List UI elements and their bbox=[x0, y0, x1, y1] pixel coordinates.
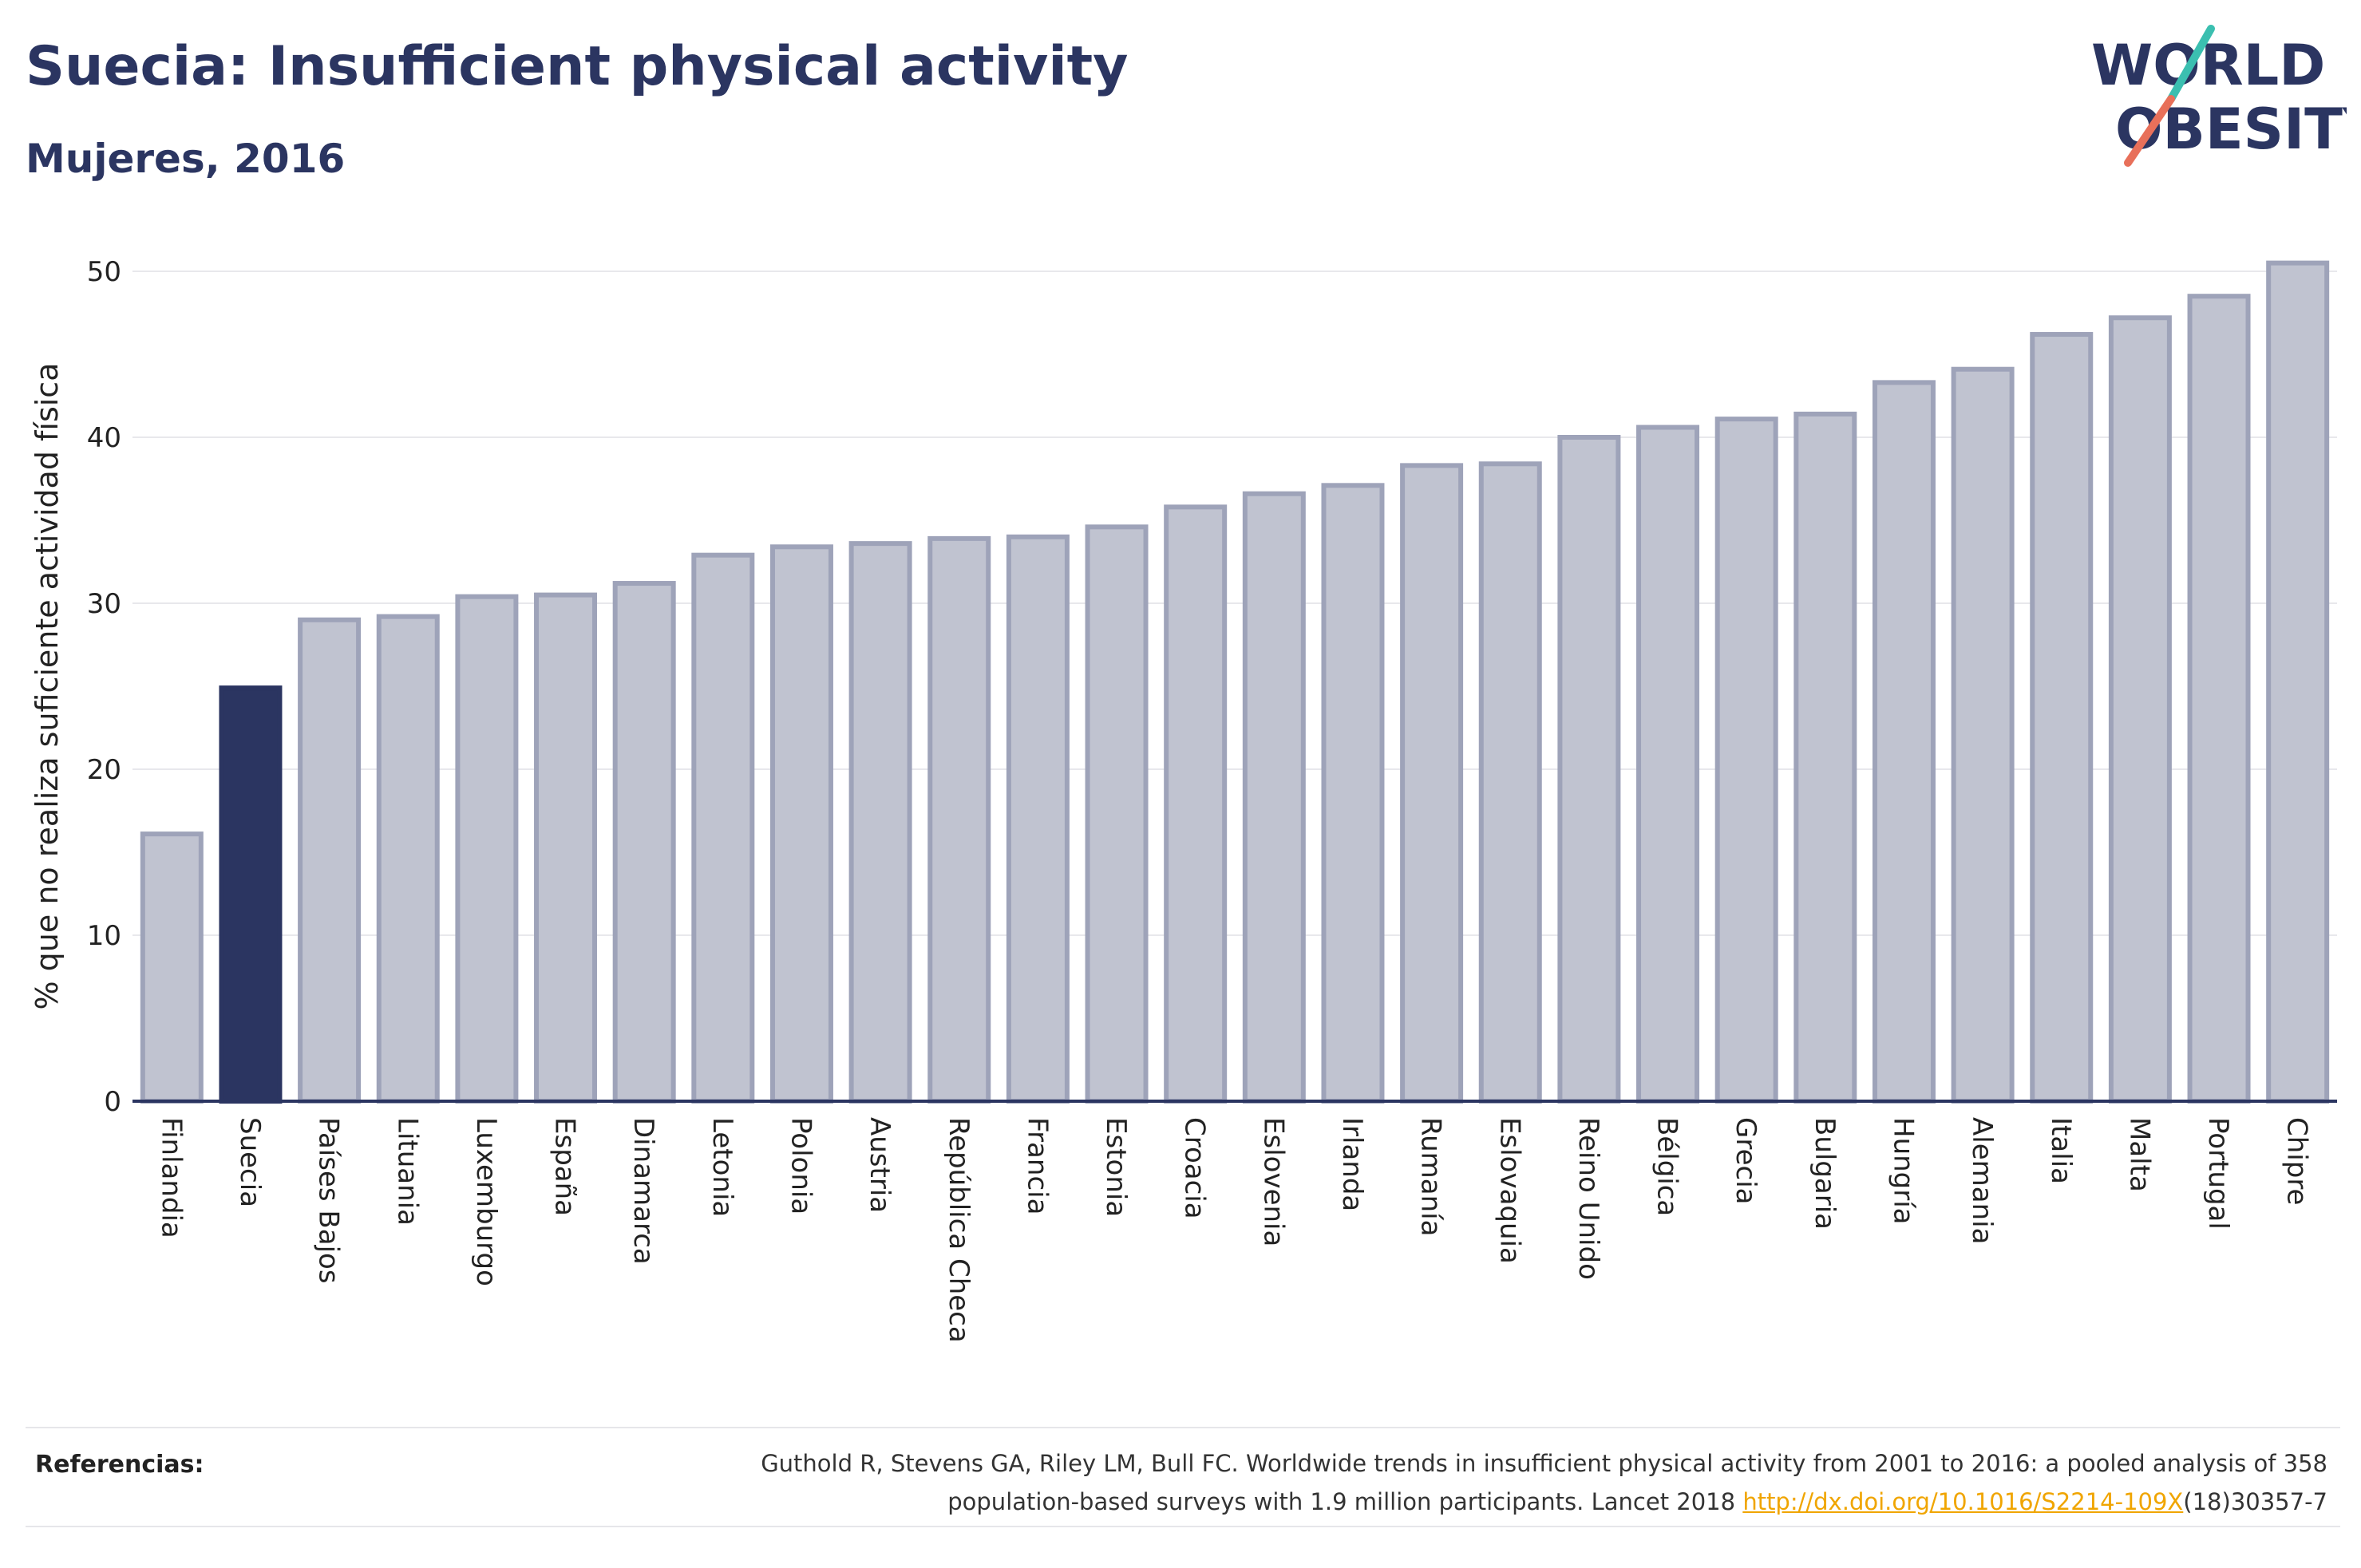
x-tick-label: Bulgaria bbox=[1809, 1117, 1841, 1230]
bar-eslovenia[interactable] bbox=[1242, 491, 1306, 1104]
bar-dinamarca[interactable] bbox=[612, 581, 676, 1104]
bar-francia[interactable] bbox=[1006, 534, 1070, 1104]
bar-república-checa[interactable] bbox=[927, 535, 991, 1104]
world-obesity-logo: WORLD OBESITY bbox=[2091, 25, 2347, 167]
x-tick-label: Dinamarca bbox=[627, 1117, 659, 1265]
citation-line-1: Guthold R, Stevens GA, Riley LM, Bull FC… bbox=[761, 1450, 2327, 1477]
chart-subtitle: Mujeres, 2016 bbox=[26, 136, 346, 182]
x-tick-label: Luxemburgo bbox=[470, 1117, 502, 1286]
x-tick-label: Lituania bbox=[391, 1117, 423, 1226]
x-tick-label: Francia bbox=[1021, 1117, 1053, 1215]
x-tick-label: Polonia bbox=[785, 1117, 817, 1215]
x-tick-label: Eslovenia bbox=[1257, 1117, 1289, 1246]
bar-reino-unido[interactable] bbox=[1557, 435, 1621, 1104]
bar-portugal[interactable] bbox=[2187, 294, 2251, 1104]
x-tick-label: Países Bajos bbox=[313, 1117, 345, 1284]
citation-line-2-end: (18)30357-7 bbox=[2183, 1488, 2327, 1515]
x-tick-label: Malta bbox=[2123, 1117, 2155, 1192]
bar-bulgaria[interactable] bbox=[1793, 411, 1857, 1104]
y-tick-label: 0 bbox=[104, 1086, 121, 1118]
x-tick-label: Hungría bbox=[1887, 1117, 1919, 1225]
bar-austria[interactable] bbox=[848, 541, 912, 1104]
x-tick-label: Suecia bbox=[234, 1117, 266, 1207]
x-tick-label: República Checa bbox=[943, 1117, 975, 1343]
x-tick-label: Portugal bbox=[2202, 1117, 2234, 1230]
logo-slash-bottom bbox=[2124, 95, 2175, 167]
bar-alemania[interactable] bbox=[1951, 366, 2015, 1104]
logo-line-1: WORLD bbox=[2091, 33, 2325, 98]
doi-link[interactable]: http://dx.doi.org/10.1016/S2214-109X bbox=[1742, 1488, 2184, 1515]
y-tick-label: 20 bbox=[87, 754, 121, 786]
bars bbox=[140, 260, 2330, 1104]
bar-eslovaquia[interactable] bbox=[1478, 461, 1542, 1104]
x-tick-label: Grecia bbox=[1730, 1117, 1762, 1204]
bar-polonia[interactable] bbox=[769, 544, 833, 1104]
bar-estonia[interactable] bbox=[1085, 524, 1149, 1104]
x-tick-label: Letonia bbox=[706, 1117, 738, 1217]
x-tick-label: Croacia bbox=[1179, 1117, 1211, 1219]
bar-países-bajos[interactable] bbox=[298, 617, 362, 1104]
bar-bélgica[interactable] bbox=[1636, 425, 1700, 1104]
citation-line-2: population-based surveys with 1.9 millio… bbox=[947, 1488, 1743, 1515]
divider-bottom bbox=[26, 1526, 2340, 1527]
x-tick-label: Italia bbox=[2045, 1117, 2077, 1184]
bar-letonia[interactable] bbox=[691, 552, 755, 1104]
y-axis-ticks: 0 10 20 30 40 50 bbox=[87, 256, 121, 1118]
x-tick-label: Bélgica bbox=[1651, 1117, 1683, 1216]
bar-malta[interactable] bbox=[2108, 315, 2172, 1104]
x-tick-label: Irlanda bbox=[1336, 1117, 1368, 1211]
x-tick-label: Eslovaquia bbox=[1493, 1117, 1525, 1264]
x-tick-label: Alemania bbox=[1966, 1117, 1998, 1244]
bar-hungría[interactable] bbox=[1872, 380, 1936, 1104]
x-tick-label: Finlandia bbox=[155, 1117, 187, 1238]
bar-chart: 0 10 20 30 40 50 Finlandia Suecia Países Bajos L… bbox=[30, 256, 2337, 1343]
bar-españa[interactable] bbox=[534, 592, 598, 1104]
bar-finlandia[interactable] bbox=[140, 831, 204, 1104]
x-tick-label: Reino Unido bbox=[1572, 1117, 1604, 1280]
x-tick-label: Estonia bbox=[1100, 1117, 1132, 1217]
bar-grecia[interactable] bbox=[1714, 417, 1778, 1104]
y-axis-label: % que no realiza suficiente actividad fí… bbox=[30, 363, 65, 1010]
y-tick-label: 10 bbox=[87, 920, 121, 952]
bar-rumanía[interactable] bbox=[1400, 463, 1464, 1104]
x-tick-label: Austria bbox=[864, 1117, 896, 1213]
bar-lituania[interactable] bbox=[376, 614, 440, 1104]
x-tick-label: Chipre bbox=[2281, 1117, 2313, 1205]
x-tick-label: Rumanía bbox=[1415, 1117, 1447, 1236]
bar-croacia[interactable] bbox=[1164, 504, 1228, 1104]
x-tick-label: España bbox=[549, 1117, 581, 1216]
bar-italia[interactable] bbox=[2030, 332, 2094, 1104]
y-tick-label: 50 bbox=[87, 256, 121, 288]
references-label: Referencias: bbox=[35, 1451, 204, 1479]
bar-irlanda[interactable] bbox=[1321, 483, 1385, 1104]
x-axis-labels: Finlandia Suecia Países Bajos Lituania Luxem… bbox=[155, 1117, 2312, 1343]
divider-top bbox=[26, 1427, 2340, 1428]
chart-title: Suecia: Insufficient physical activity bbox=[26, 35, 1129, 98]
bar-chipre[interactable] bbox=[2266, 260, 2330, 1104]
bar-suecia[interactable] bbox=[219, 685, 283, 1104]
y-tick-label: 30 bbox=[87, 588, 121, 620]
logo-slash-top bbox=[2167, 25, 2215, 103]
y-tick-label: 40 bbox=[87, 422, 121, 454]
references-citation: Guthold R, Stevens GA, Riley LM, Bull FC… bbox=[571, 1444, 2327, 1521]
bar-luxemburgo[interactable] bbox=[455, 594, 519, 1104]
